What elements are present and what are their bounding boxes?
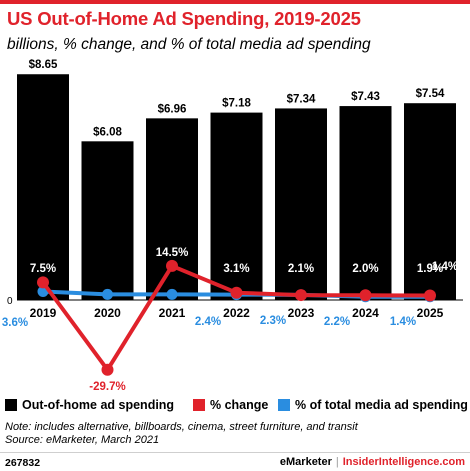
legend-label-spending: Out-of-home ad spending xyxy=(22,398,175,412)
brand-emarketer: eMarketer xyxy=(279,456,332,468)
change-point-2025 xyxy=(424,289,436,302)
x-tick-label-2025: 2025 xyxy=(417,306,444,320)
source-text: Source: eMarketer, March 2021 xyxy=(5,434,160,446)
change-label-2023: 2.1% xyxy=(288,263,314,275)
bar-2024 xyxy=(339,106,392,301)
legend-swatch-change xyxy=(193,399,205,411)
bar-value-label-2023: $7.34 xyxy=(287,93,316,105)
change-point-2020 xyxy=(101,363,114,376)
bar-2019 xyxy=(17,74,69,300)
bar-2022 xyxy=(210,112,263,301)
bar-value-label-2024: $7.43 xyxy=(351,91,380,103)
share-label-2022: 2.3% xyxy=(260,315,286,327)
legend-swatch-share xyxy=(278,399,290,411)
bar-2023 xyxy=(275,108,327,301)
change-label-2024: 2.0% xyxy=(352,263,378,275)
change-point-2021 xyxy=(166,259,178,272)
legend-item-share: % of total media ad spending xyxy=(278,398,468,412)
bar-value-label-2025: $7.54 xyxy=(416,88,445,100)
footer-divider xyxy=(0,452,470,453)
chart-legend: Out-of-home ad spending % change % of to… xyxy=(5,398,468,414)
change-point-2019 xyxy=(37,276,49,289)
change-point-2023 xyxy=(295,289,307,302)
bar-2020 xyxy=(81,141,134,300)
bar-value-label-2020: $6.08 xyxy=(93,126,122,138)
change-point-2024 xyxy=(359,289,372,302)
share-label-2019: 3.6% xyxy=(2,317,28,329)
chart-subtitle: billions, % change, and % of total media… xyxy=(7,36,371,53)
top-accent-bar xyxy=(0,0,470,4)
legend-item-spending: Out-of-home ad spending xyxy=(5,398,174,412)
chart-title: US Out-of-Home Ad Spending, 2019-2025 xyxy=(7,8,361,29)
note-text: Note: includes alternative, billboards, … xyxy=(5,421,358,433)
chart-note: Note: includes alternative, billboards, … xyxy=(5,421,358,447)
legend-item-change: % change xyxy=(193,398,268,412)
legend-label-change: % change xyxy=(210,398,269,412)
chart-id: 267832 xyxy=(5,457,41,469)
x-tick-label-2024: 2024 xyxy=(352,306,379,320)
brand-insider-intelligence: InsiderIntelligence.com xyxy=(342,456,465,468)
change-label-2019: 7.5% xyxy=(30,263,56,275)
bar-2025 xyxy=(404,103,456,301)
x-tick-label-2021: 2021 xyxy=(159,306,186,320)
share-point-2020 xyxy=(102,288,113,300)
change-label-2020: -29.7% xyxy=(89,381,125,393)
bar-value-label-2022: $7.18 xyxy=(222,98,251,110)
legend-swatch-spending xyxy=(5,399,17,411)
x-tick-label-2023: 2023 xyxy=(288,306,315,320)
change-point-2022 xyxy=(230,286,243,299)
share-label-2025: 1.4% xyxy=(432,261,458,273)
brand-credit: eMarketer | InsiderIntelligence.com xyxy=(280,456,465,468)
x-tick-label-2019: 2019 xyxy=(30,306,57,320)
change-label-2025: 1.9% xyxy=(417,263,443,275)
bar-value-label-2021: $6.96 xyxy=(158,103,187,115)
chart-plot: $8.65 $6.08 $6.96 $7.18 $7.34 $7.43 $7.54 0 2019… xyxy=(2,59,463,393)
share-label-2021: 2.4% xyxy=(195,316,221,328)
change-label-2021: 14.5% xyxy=(156,247,189,259)
brand-separator: | xyxy=(335,456,339,468)
x-tick-label-2022: 2022 xyxy=(223,306,250,320)
bar-value-label-2019: $8.65 xyxy=(29,59,58,71)
legend-label-share: % of total media ad spending xyxy=(295,398,468,412)
zero-tick-label: 0 xyxy=(7,296,13,307)
share-point-2021 xyxy=(166,288,178,300)
x-tick-label-2020: 2020 xyxy=(94,306,121,320)
share-label-2024: 1.4% xyxy=(390,316,416,328)
share-label-2023: 2.2% xyxy=(324,316,350,328)
change-label-2022: 3.1% xyxy=(223,263,249,275)
